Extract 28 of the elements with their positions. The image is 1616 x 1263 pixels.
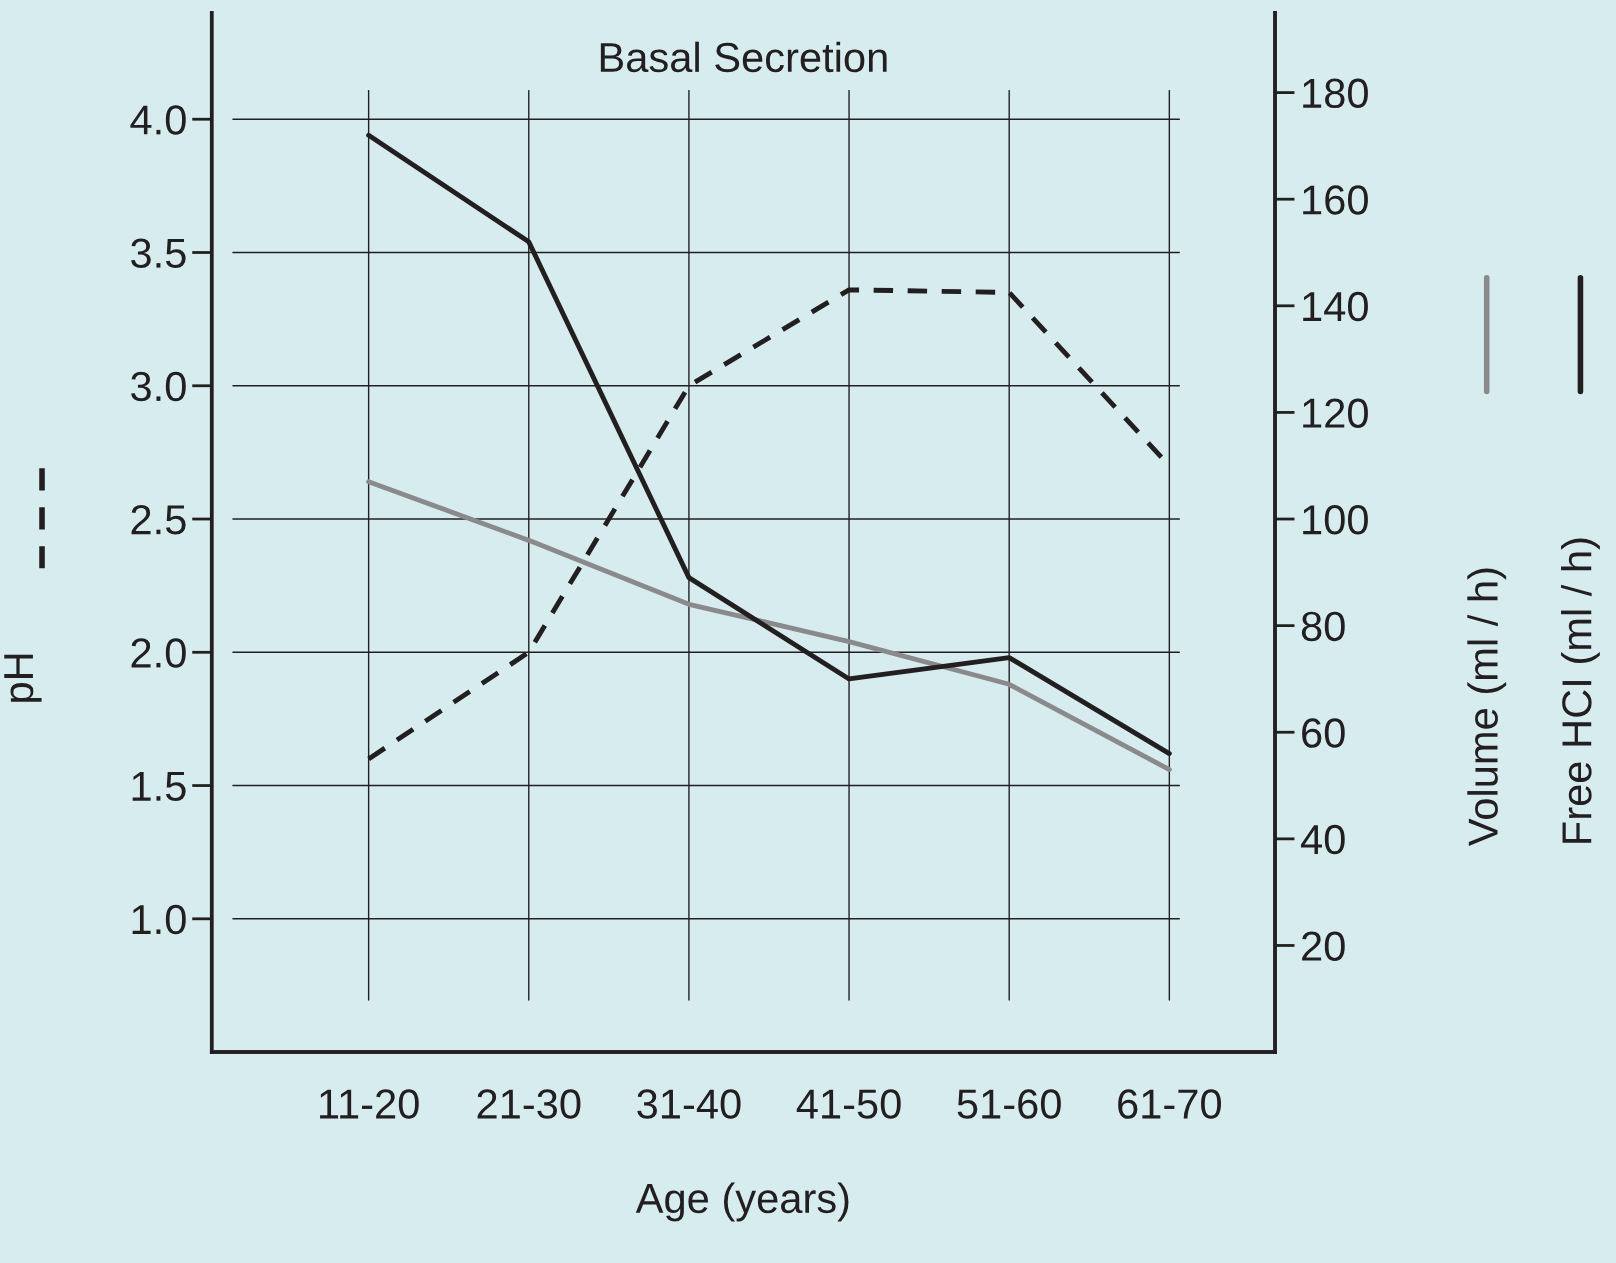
x-tick-label: 31-40 — [637, 1089, 741, 1119]
y-tick-label: 1.5 — [132, 771, 186, 802]
y-tick-label: 2.5 — [131, 505, 186, 535]
y-axis-title: pH — [4, 654, 42, 702]
y2-tick-label: 100 — [1303, 505, 1368, 535]
text: Volume (ml / h) — [1467, 568, 1507, 847]
text: Basal Secretion — [600, 41, 887, 73]
x-tick-label: 61-70 — [1118, 1089, 1221, 1119]
y-tick-label: 3.0 — [131, 371, 186, 402]
text: Free HCI (ml / h) — [1561, 538, 1600, 843]
y-tick-label: 4.0 — [130, 105, 186, 135]
x-tick-label: 41-50 — [796, 1089, 901, 1119]
y2-tick-label: 120 — [1303, 398, 1368, 428]
y2-tick-label: 80 — [1301, 611, 1345, 642]
x-tick-label: 11-20 — [320, 1089, 419, 1119]
y2-tick-label: 140 — [1303, 291, 1368, 322]
y-tick-label: 3.5 — [131, 238, 186, 269]
y2-tick-label: 20 — [1302, 931, 1345, 961]
x-axis-title: Age (years) — [635, 1182, 849, 1222]
y2-tick-label: 160 — [1303, 185, 1368, 215]
y2-tick-label: 60 — [1302, 718, 1345, 748]
x-tick-label: 51-60 — [957, 1089, 1061, 1119]
y-tick-label: 1.0 — [132, 904, 186, 935]
x-tick-label: 21-30 — [477, 1089, 581, 1119]
y2-tick-label: 180 — [1303, 78, 1368, 109]
y2-tick-label: 40 — [1300, 824, 1345, 855]
y-tick-label: 2.0 — [131, 638, 186, 668]
line-series — [366, 479, 1172, 772]
